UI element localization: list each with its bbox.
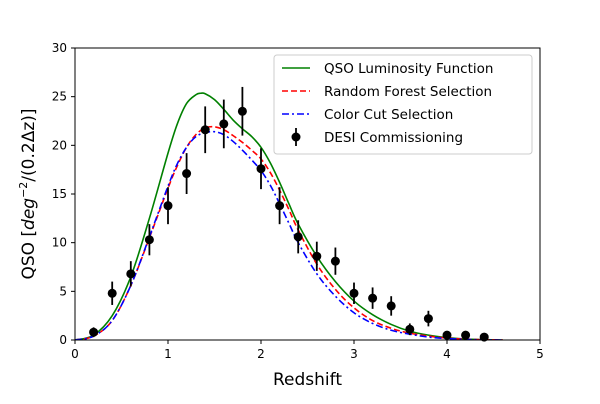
y-axis-label-prefix: QSO [: [19, 230, 39, 280]
data-point: [349, 288, 359, 298]
y-axis-label-exponent: −2: [17, 182, 30, 198]
data-point: [386, 301, 396, 311]
data-point: [293, 232, 303, 242]
x-tick-label: 5: [536, 347, 544, 361]
legend-label-color-cut: Color Cut Selection: [324, 107, 453, 123]
data-point: [405, 324, 415, 334]
data-point: [144, 235, 154, 245]
points-layer: [89, 86, 489, 342]
data-point: [275, 201, 285, 211]
data-point: [237, 106, 247, 116]
x-tick-label: 0: [71, 347, 79, 361]
legend-label-desi: DESI Commissioning: [324, 130, 463, 146]
y-axis: 0 5 10 15 20 25 30: [52, 41, 75, 347]
data-point: [182, 169, 192, 179]
x-tick-label: 1: [164, 347, 172, 361]
y-tick-label: 20: [52, 138, 67, 152]
legend-label-qso-luminosity: QSO Luminosity Function: [324, 61, 493, 77]
y-tick-label: 15: [52, 187, 67, 201]
data-point: [442, 330, 452, 340]
y-tick-label: 5: [59, 284, 67, 298]
y-tick-label: 10: [52, 236, 67, 250]
data-point: [126, 269, 136, 279]
y-tick-label: 30: [52, 41, 67, 55]
x-axis: 0 1 2 3 4 5: [71, 340, 544, 361]
data-point: [330, 256, 340, 266]
legend-handle-desi-marker: [291, 132, 301, 142]
data-point: [479, 332, 489, 342]
y-tick-label: 0: [59, 333, 67, 347]
legend-label-random-forest: Random Forest Selection: [324, 84, 492, 100]
y-tick-label: 25: [52, 90, 67, 104]
y-axis-label-unit: deg: [19, 198, 39, 230]
y-axis-label: QSO [deg−2/(0.2Δz)]: [17, 108, 39, 279]
y-axis-label-unit-rest: /(0.2Δz): [19, 115, 39, 182]
data-point: [163, 201, 173, 211]
data-point: [89, 327, 99, 337]
x-tick-label: 2: [257, 347, 265, 361]
data-point: [423, 314, 433, 324]
data-point: [200, 125, 210, 135]
x-tick-label: 3: [350, 347, 358, 361]
data-point: [461, 330, 471, 340]
y-axis-label-suffix: ]: [19, 108, 39, 115]
x-tick-label: 4: [443, 347, 451, 361]
x-axis-label: Redshift: [273, 370, 342, 390]
legend-box: [273, 54, 533, 155]
data-point: [368, 293, 378, 303]
data-point: [107, 288, 117, 298]
data-point: [219, 119, 229, 129]
data-point: [312, 251, 322, 261]
legend: QSO Luminosity Function Random Forest Se…: [273, 54, 533, 155]
data-point: [256, 164, 266, 174]
